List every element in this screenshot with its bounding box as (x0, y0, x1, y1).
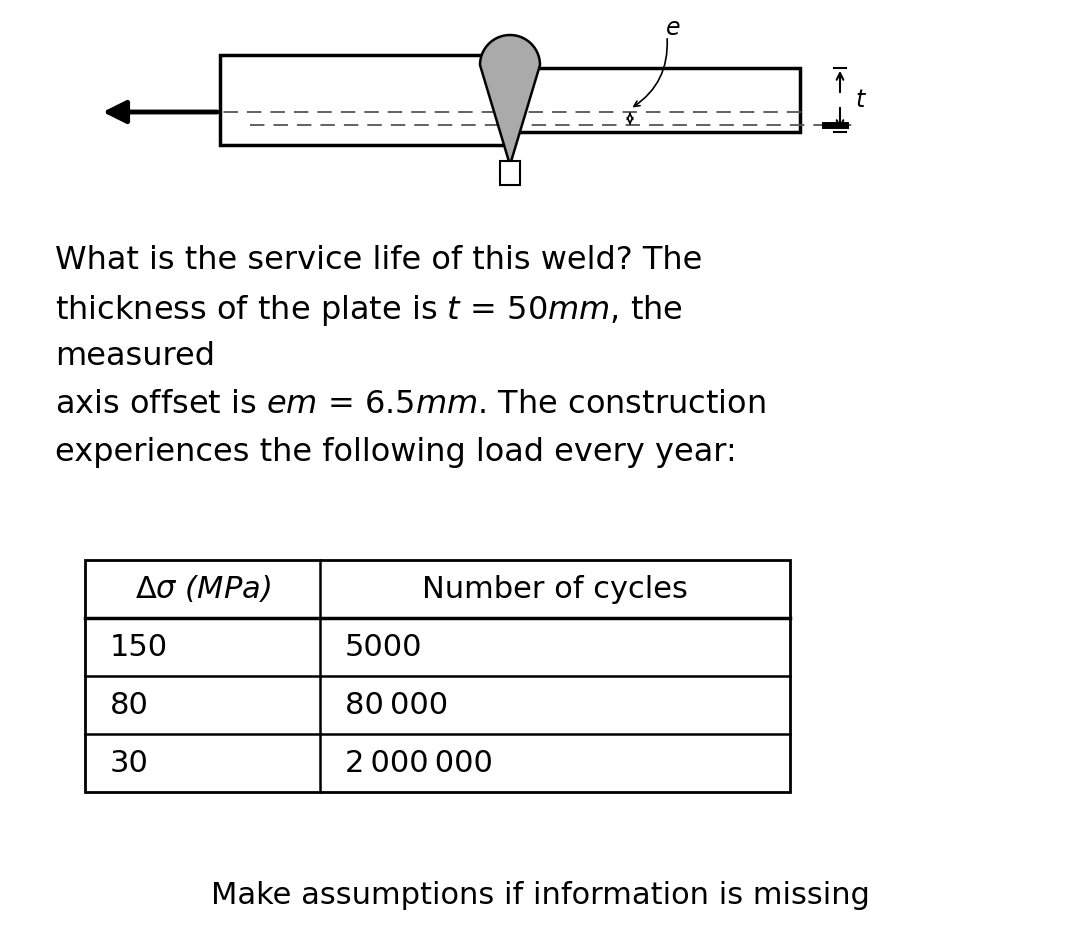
Text: 80: 80 (110, 690, 149, 719)
Text: Make assumptions if information is missing: Make assumptions if information is missi… (211, 881, 869, 910)
Text: Number of cycles: Number of cycles (422, 574, 688, 603)
Text: $t$: $t$ (855, 88, 867, 112)
Text: What is the service life of this weld? The: What is the service life of this weld? T… (55, 245, 702, 276)
Text: $\Delta\sigma$ ($\it{MPa}$): $\Delta\sigma$ ($\it{MPa}$) (135, 573, 270, 604)
Text: 150: 150 (110, 632, 168, 661)
Text: 2 000 000: 2 000 000 (345, 749, 492, 778)
Polygon shape (480, 35, 540, 165)
Text: $e$: $e$ (665, 16, 680, 40)
Text: 80 000: 80 000 (345, 690, 448, 719)
Text: axis offset is $\it{em}$ = 6.5$\it{mm}$. The construction: axis offset is $\it{em}$ = 6.5$\it{mm}$.… (55, 389, 766, 420)
Text: 30: 30 (110, 749, 149, 778)
Bar (500, 161, 519, 185)
Text: 5000: 5000 (345, 632, 422, 661)
Bar (85, 560, 789, 792)
Bar (510, 68, 800, 132)
Text: experiences the following load every year:: experiences the following load every yea… (55, 437, 737, 468)
Text: thickness of the plate is $t$ = 50$\it{mm}$, the: thickness of the plate is $t$ = 50$\it{m… (55, 293, 683, 328)
Text: measured: measured (55, 341, 215, 372)
Bar (220, 55, 510, 145)
